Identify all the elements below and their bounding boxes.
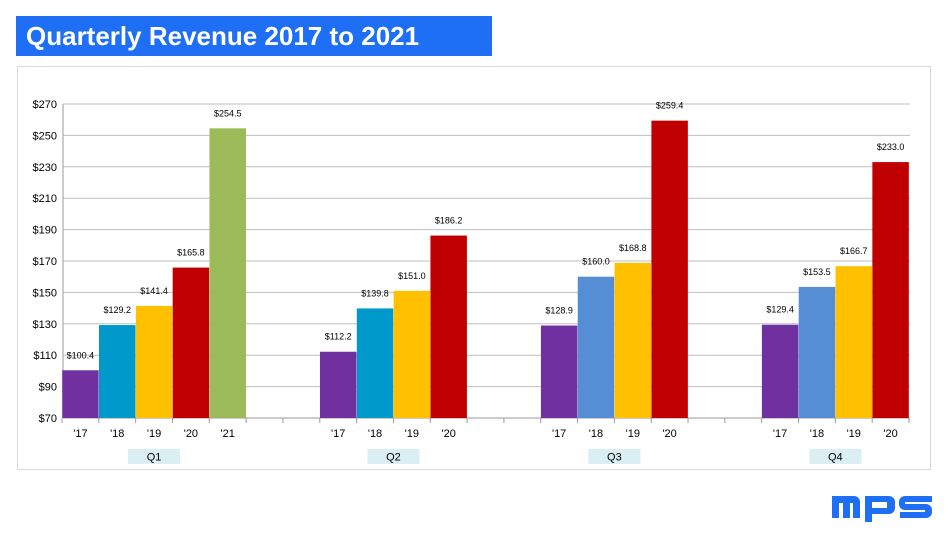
x-tick-label: '19 (847, 428, 861, 440)
bar-q3-2 (614, 262, 652, 418)
mps-logo (832, 496, 932, 522)
x-tick-label: '17 (773, 428, 787, 440)
data-label: $129.2 (103, 305, 131, 315)
y-tick-label: $150 (33, 287, 57, 299)
y-tick-label: $210 (33, 193, 57, 205)
x-tick-label: '19 (626, 428, 640, 440)
bar-q4-0 (761, 324, 799, 418)
chart-title: Quarterly Revenue 2017 to 2021 (16, 16, 492, 56)
bar-q2-3 (430, 235, 467, 418)
group-label: Q1 (147, 452, 162, 464)
x-tick-label: '18 (110, 428, 124, 440)
data-label: $128.9 (545, 306, 573, 316)
data-label: $100.4 (67, 350, 95, 360)
bar-q4-1 (798, 286, 836, 418)
data-label: $166.7 (840, 246, 868, 256)
y-tick-label: $70 (39, 413, 57, 425)
group-label: Q3 (607, 452, 622, 464)
y-tick-label: $190 (33, 225, 57, 237)
y-tick-label: $230 (33, 162, 57, 174)
x-tick-label: '17 (552, 428, 566, 440)
group-label: Q4 (828, 452, 843, 464)
bar-q1-0 (62, 370, 99, 418)
data-label: $259.4 (656, 101, 684, 111)
data-label: $112.2 (325, 332, 352, 342)
x-tick-label: '19 (405, 428, 419, 440)
x-tick-label: '17 (73, 428, 87, 440)
x-tick-label: '18 (810, 428, 824, 440)
y-tick-label: $270 (33, 99, 57, 111)
data-label: $151.0 (398, 271, 426, 281)
x-tick-label: '18 (589, 428, 603, 440)
bar-q1-2 (135, 305, 173, 418)
bar-q1-1 (99, 325, 136, 418)
y-tick-label: $170 (33, 256, 57, 268)
bar-q2-2 (393, 290, 431, 418)
bar-q3-1 (577, 276, 615, 418)
bar-q3-3 (651, 120, 688, 418)
data-label: $233.0 (877, 142, 905, 152)
x-tick-label: '20 (662, 428, 676, 440)
group-label-box (128, 449, 181, 464)
group-label-box (367, 449, 420, 464)
y-tick-label: $250 (33, 130, 57, 142)
group-label: Q2 (386, 452, 401, 464)
y-tick-label: $90 (39, 382, 57, 394)
data-label: $168.8 (619, 243, 647, 253)
data-label: $141.4 (140, 286, 168, 296)
y-tick-label: $110 (33, 350, 57, 362)
group-label-box (588, 449, 641, 464)
group-label-box (809, 449, 862, 464)
y-tick-label: $130 (33, 319, 57, 331)
data-label: $160.0 (582, 257, 610, 267)
data-label: $165.8 (177, 248, 205, 258)
bar-q3-0 (540, 325, 578, 418)
bar-q4-3 (872, 162, 909, 418)
x-tick-label: '21 (221, 428, 235, 440)
data-label: $254.5 (214, 108, 242, 118)
x-tick-label: '18 (368, 428, 382, 440)
data-label: $153.5 (803, 267, 831, 277)
data-label: $139.8 (361, 288, 389, 298)
x-tick-label: '20 (442, 428, 456, 440)
x-tick-label: '17 (331, 428, 345, 440)
x-tick-label: '20 (883, 428, 897, 440)
x-tick-label: '19 (147, 428, 161, 440)
bar-q2-1 (356, 308, 394, 418)
data-label: $186.2 (435, 216, 463, 226)
data-label: $129.4 (766, 305, 794, 315)
bar-q2-0 (319, 351, 357, 418)
x-tick-label: '20 (184, 428, 198, 440)
bar-q4-2 (835, 266, 872, 418)
bar-q1-3 (172, 267, 210, 418)
bar-q1-4 (209, 128, 246, 418)
